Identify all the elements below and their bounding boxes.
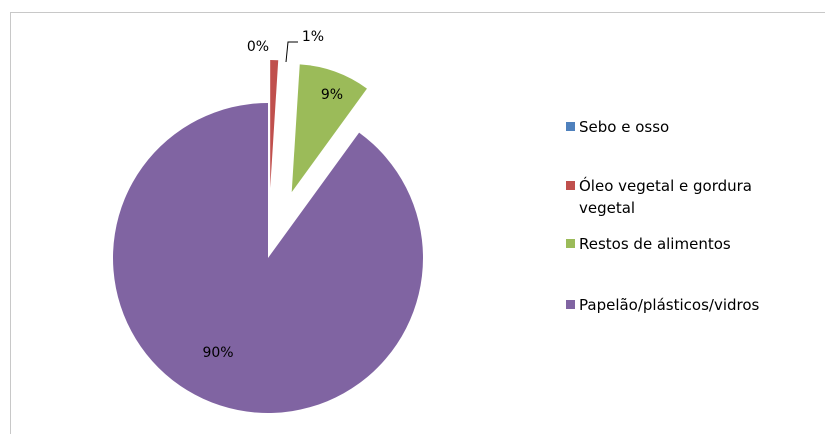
data-label: 0%: [247, 39, 269, 55]
data-label: 9%: [321, 87, 343, 103]
legend-label: Óleo vegetal e gordura vegetal: [579, 177, 752, 217]
legend-label: Sebo e osso: [579, 118, 670, 136]
legend-swatch: [566, 239, 575, 248]
data-label: 90%: [202, 345, 233, 361]
legend-swatch: [566, 122, 575, 131]
data-label: 1%: [302, 29, 324, 45]
legend-swatch: [566, 181, 575, 190]
legend-label: Papelão/plásticos/vidros: [579, 296, 760, 314]
legend-entry: Sebo e osso: [566, 116, 811, 138]
legend-entry: Papelão/plásticos/vidros: [566, 294, 811, 316]
legend-swatch: [566, 300, 575, 309]
legend-label: Restos de alimentos: [579, 235, 731, 253]
legend-entry: Óleo vegetal e gordura vegetal: [566, 175, 811, 219]
chart-frame: [10, 12, 825, 434]
leader-line: [285, 41, 298, 63]
pie-slice: [270, 60, 279, 189]
pie-slice: [291, 64, 367, 193]
legend-entry: Restos de alimentos: [566, 233, 811, 255]
pie-slice: [112, 103, 423, 413]
